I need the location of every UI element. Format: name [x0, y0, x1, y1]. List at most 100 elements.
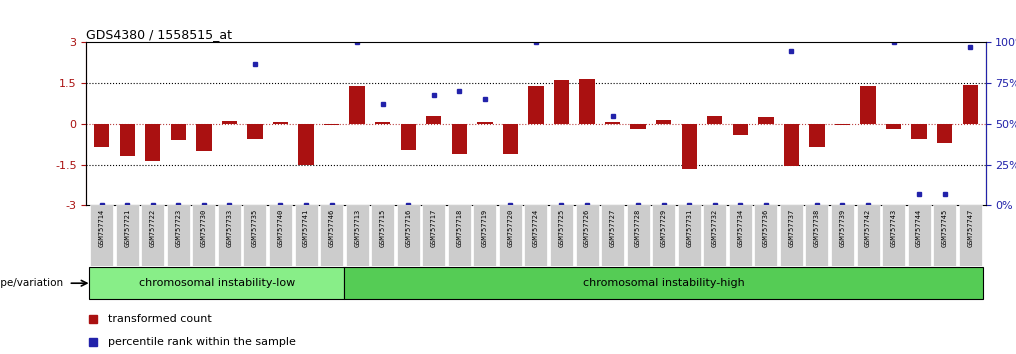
FancyBboxPatch shape — [295, 205, 318, 266]
FancyBboxPatch shape — [141, 205, 165, 266]
FancyBboxPatch shape — [269, 205, 292, 266]
FancyBboxPatch shape — [116, 205, 139, 266]
FancyBboxPatch shape — [423, 205, 445, 266]
Text: GSM757726: GSM757726 — [584, 208, 590, 247]
Text: percentile rank within the sample: percentile rank within the sample — [108, 337, 296, 347]
FancyBboxPatch shape — [959, 205, 981, 266]
Bar — [783, 124, 799, 166]
Text: GSM757730: GSM757730 — [201, 208, 207, 247]
Text: GSM757738: GSM757738 — [814, 208, 820, 247]
FancyBboxPatch shape — [167, 205, 190, 266]
Bar — [656, 120, 672, 124]
Bar — [145, 124, 161, 161]
Text: GSM757725: GSM757725 — [559, 208, 565, 247]
Text: GSM757737: GSM757737 — [788, 208, 795, 247]
Text: GSM757722: GSM757722 — [149, 208, 155, 247]
Bar — [94, 124, 110, 147]
FancyBboxPatch shape — [499, 205, 522, 266]
Bar — [120, 124, 135, 156]
Text: GDS4380 / 1558515_at: GDS4380 / 1558515_at — [86, 28, 233, 41]
Text: GSM757717: GSM757717 — [431, 208, 437, 247]
FancyBboxPatch shape — [678, 205, 701, 266]
Text: transformed count: transformed count — [108, 314, 211, 324]
Bar — [682, 124, 697, 169]
Bar — [478, 122, 493, 124]
Text: GSM757744: GSM757744 — [916, 208, 923, 247]
Text: GSM757739: GSM757739 — [839, 208, 845, 247]
Text: GSM757715: GSM757715 — [380, 208, 386, 247]
Bar — [273, 122, 289, 124]
Text: genotype/variation: genotype/variation — [0, 278, 63, 288]
FancyBboxPatch shape — [806, 205, 828, 266]
Text: GSM757745: GSM757745 — [942, 208, 948, 247]
FancyBboxPatch shape — [550, 205, 573, 266]
Text: GSM757714: GSM757714 — [99, 208, 105, 247]
Bar — [835, 124, 850, 125]
Text: GSM757735: GSM757735 — [252, 208, 258, 247]
Text: GSM757743: GSM757743 — [891, 208, 896, 247]
Bar — [911, 124, 927, 139]
Text: GSM757723: GSM757723 — [176, 208, 181, 247]
Text: GSM757740: GSM757740 — [277, 208, 283, 247]
FancyBboxPatch shape — [448, 205, 470, 266]
Text: GSM757746: GSM757746 — [328, 208, 334, 247]
FancyBboxPatch shape — [652, 205, 676, 266]
FancyBboxPatch shape — [192, 205, 215, 266]
Text: chromosomal instability-low: chromosomal instability-low — [138, 278, 295, 288]
Bar — [528, 86, 544, 124]
Bar — [758, 117, 773, 124]
Text: GSM757724: GSM757724 — [533, 208, 538, 247]
Text: GSM757732: GSM757732 — [712, 208, 717, 247]
Text: GSM757718: GSM757718 — [456, 208, 462, 247]
FancyBboxPatch shape — [933, 205, 956, 266]
Bar — [375, 122, 390, 124]
FancyBboxPatch shape — [907, 205, 931, 266]
Bar — [810, 124, 825, 147]
FancyBboxPatch shape — [217, 205, 241, 266]
Bar — [886, 124, 901, 129]
Bar — [247, 124, 262, 139]
Text: chromosomal instability-high: chromosomal instability-high — [583, 278, 745, 288]
Bar — [554, 80, 569, 124]
FancyBboxPatch shape — [627, 205, 649, 266]
Bar — [221, 121, 237, 124]
Bar — [631, 124, 646, 129]
FancyBboxPatch shape — [703, 205, 726, 266]
Text: GSM757713: GSM757713 — [355, 208, 360, 247]
FancyBboxPatch shape — [882, 205, 905, 266]
Text: GSM757721: GSM757721 — [124, 208, 130, 247]
FancyBboxPatch shape — [728, 205, 752, 266]
FancyBboxPatch shape — [396, 205, 420, 266]
Bar — [579, 79, 594, 124]
Bar — [324, 124, 339, 125]
Bar — [503, 124, 518, 154]
Bar — [196, 124, 211, 151]
Text: GSM757742: GSM757742 — [865, 208, 871, 247]
FancyBboxPatch shape — [754, 205, 777, 266]
Bar — [937, 124, 952, 143]
Bar — [733, 124, 748, 135]
FancyBboxPatch shape — [344, 267, 982, 299]
FancyBboxPatch shape — [473, 205, 497, 266]
Text: GSM757747: GSM757747 — [967, 208, 973, 247]
Text: GSM757741: GSM757741 — [303, 208, 309, 247]
Text: GSM757734: GSM757734 — [738, 208, 744, 247]
Text: GSM757733: GSM757733 — [227, 208, 233, 247]
FancyBboxPatch shape — [345, 205, 369, 266]
FancyBboxPatch shape — [371, 205, 394, 266]
Bar — [707, 116, 722, 124]
Text: GSM757736: GSM757736 — [763, 208, 769, 247]
Bar — [452, 124, 467, 154]
Bar — [962, 85, 977, 124]
FancyBboxPatch shape — [524, 205, 548, 266]
Text: GSM757727: GSM757727 — [610, 208, 616, 247]
FancyBboxPatch shape — [780, 205, 803, 266]
Bar — [400, 124, 416, 150]
Text: GSM757716: GSM757716 — [405, 208, 411, 247]
Text: GSM757720: GSM757720 — [507, 208, 513, 247]
FancyBboxPatch shape — [601, 205, 624, 266]
FancyBboxPatch shape — [89, 267, 344, 299]
Text: GSM757729: GSM757729 — [660, 208, 666, 247]
FancyBboxPatch shape — [90, 205, 113, 266]
FancyBboxPatch shape — [575, 205, 598, 266]
